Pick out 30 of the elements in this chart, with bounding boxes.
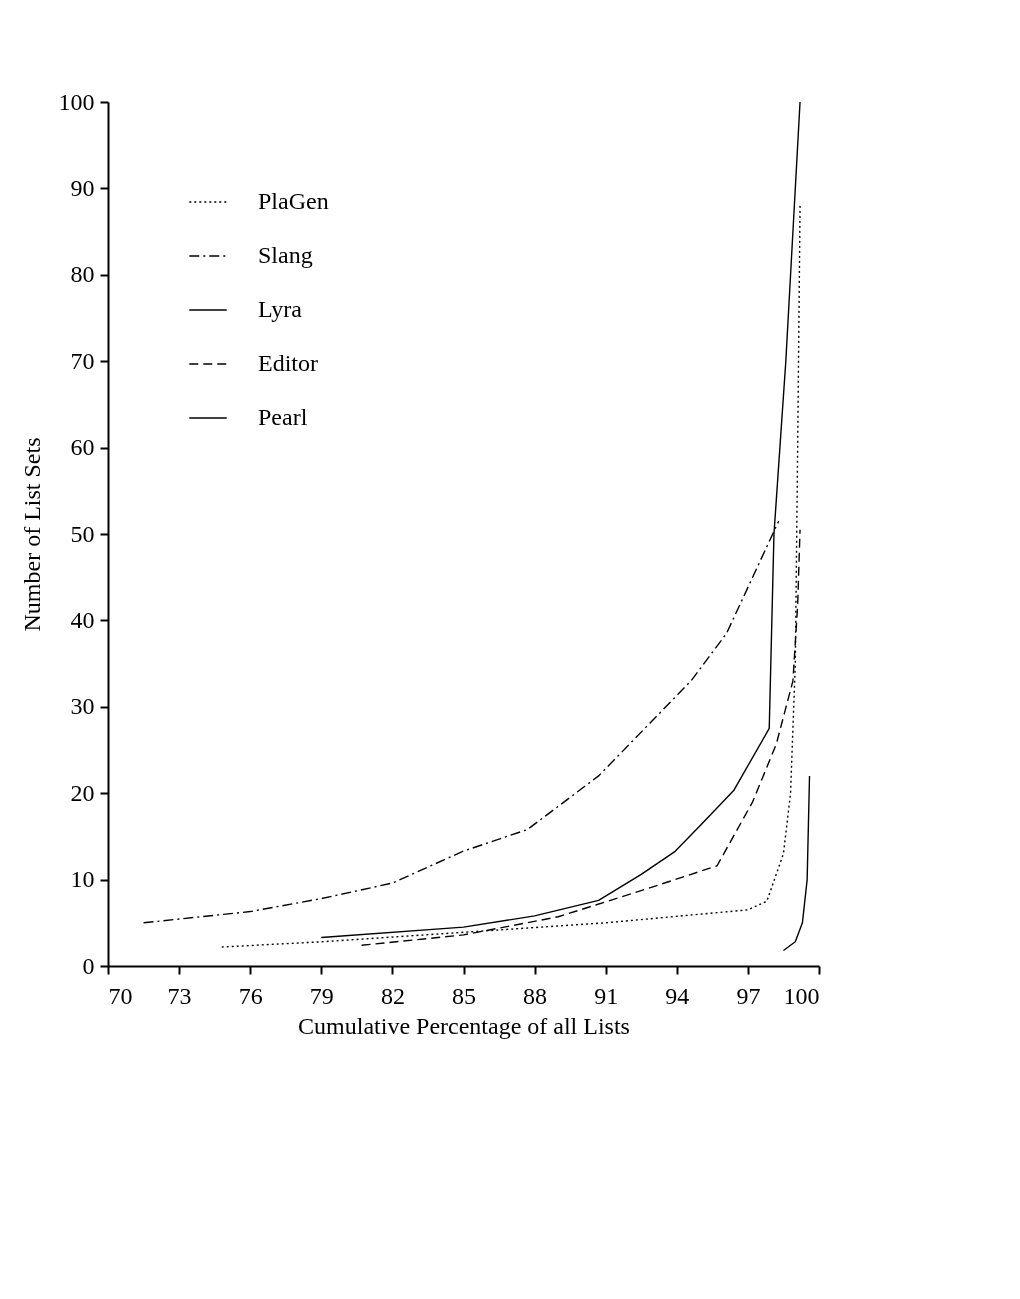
y-tick-label: 50 xyxy=(70,520,95,547)
x-tick-label: 91 xyxy=(594,982,619,1009)
line-series xyxy=(782,775,811,952)
x-tick-label: 82 xyxy=(380,982,405,1009)
x-tick-label: 85 xyxy=(452,982,476,1009)
x-tick-label: 97 xyxy=(736,982,761,1009)
x-tick-label: 79 xyxy=(309,982,334,1009)
x-tick-label: 88 xyxy=(523,982,548,1009)
legend-label: PlaGen xyxy=(258,188,329,214)
x-tick-label: 70 xyxy=(108,982,133,1009)
y-tick-label: 40 xyxy=(70,606,95,633)
y-axis-title: Number of List Sets xyxy=(18,437,45,632)
x-tick-label: 76 xyxy=(238,982,263,1009)
legend-label: Lyra xyxy=(258,296,303,322)
y-tick-label: 20 xyxy=(70,779,95,806)
legend-label: Pearl xyxy=(258,404,308,430)
x-tick-label: 100 xyxy=(783,982,820,1009)
y-tick-label: 0 xyxy=(82,952,95,979)
x-tick-label: 94 xyxy=(665,982,690,1009)
y-tick-label: 90 xyxy=(70,174,95,201)
y-tick-label: 30 xyxy=(70,693,95,720)
y-tick-label: 60 xyxy=(70,434,95,461)
y-tick-label: 100 xyxy=(58,88,95,115)
x-tick-label: 73 xyxy=(167,982,192,1009)
legend-label: Slang xyxy=(258,242,313,268)
legend-label: Editor xyxy=(258,350,318,376)
y-tick-label: 70 xyxy=(70,347,95,374)
y-tick-label: 10 xyxy=(70,866,95,893)
y-tick-label: 80 xyxy=(70,261,95,288)
x-axis-title: Cumulative Percentage of all Lists xyxy=(298,1012,630,1039)
